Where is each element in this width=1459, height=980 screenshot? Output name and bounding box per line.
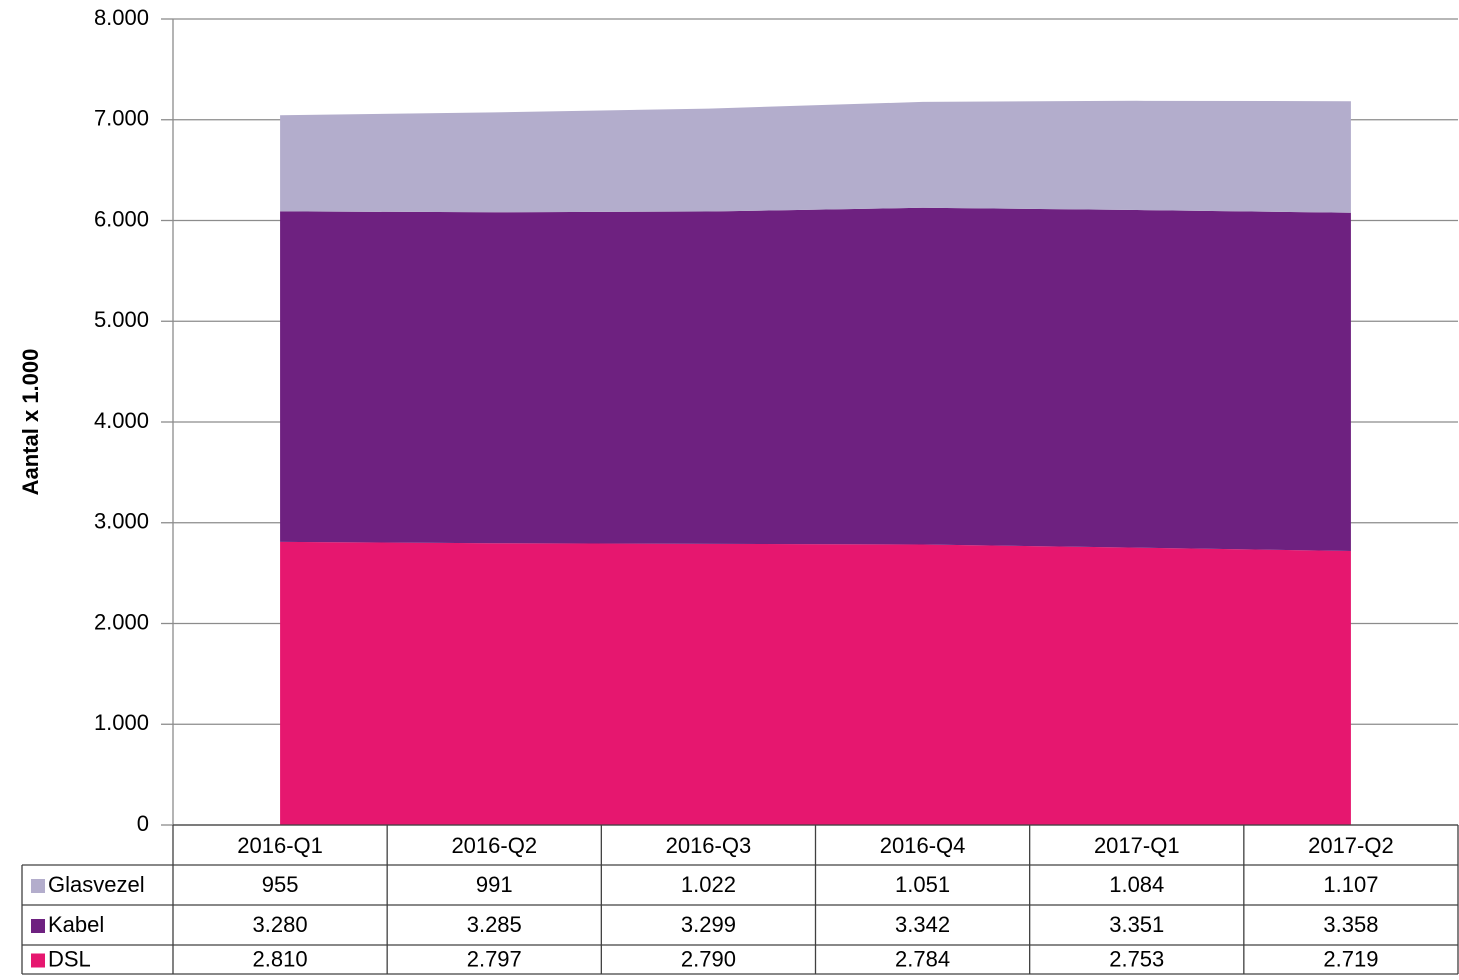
y-tick-label: 8.000 (94, 5, 149, 30)
table-value: 2.719 (1323, 946, 1378, 971)
area (280, 100, 1351, 213)
area (280, 207, 1351, 552)
x-tick-label: 2017-Q2 (1308, 833, 1394, 858)
x-tick-label: 2017-Q1 (1094, 833, 1180, 858)
x-tick-label: 2016-Q1 (237, 833, 323, 858)
y-tick-label: 7.000 (94, 106, 149, 131)
table-value: 1.022 (681, 872, 736, 897)
x-tick-label: 2016-Q4 (880, 833, 966, 858)
legend-label: Kabel (48, 912, 104, 937)
table-value: 3.280 (253, 912, 308, 937)
table-value: 2.810 (253, 946, 308, 971)
legend-swatch (31, 953, 45, 968)
table-value: 2.753 (1109, 946, 1164, 971)
y-tick-label: 6.000 (94, 206, 149, 231)
table-value: 2.797 (467, 946, 522, 971)
table-value: 955 (262, 872, 299, 897)
legend-swatch (31, 919, 45, 933)
table-value: 3.351 (1109, 912, 1164, 937)
y-tick-label: 5.000 (94, 307, 149, 332)
legend-label: DSL (48, 946, 91, 971)
y-axis-label: Aantal x 1.000 (18, 349, 43, 496)
table-value: 3.299 (681, 912, 736, 937)
table-value: 3.285 (467, 912, 522, 937)
x-tick-label: 2016-Q3 (666, 833, 752, 858)
legend-swatch (31, 879, 45, 893)
y-tick-label: 0 (137, 811, 149, 836)
table-value: 991 (476, 872, 513, 897)
area (280, 541, 1351, 825)
table-value: 3.342 (895, 912, 950, 937)
table-value: 1.051 (895, 872, 950, 897)
table-value: 2.784 (895, 946, 950, 971)
y-tick-label: 4.000 (94, 408, 149, 433)
x-tick-label: 2016-Q2 (451, 833, 537, 858)
table-value: 3.358 (1323, 912, 1378, 937)
legend-label: Glasvezel (48, 872, 145, 897)
y-tick-label: 3.000 (94, 509, 149, 534)
table-value: 1.084 (1109, 872, 1164, 897)
y-tick-label: 2.000 (94, 609, 149, 634)
y-tick-label: 1.000 (94, 710, 149, 735)
table-value: 2.790 (681, 946, 736, 971)
table-value: 1.107 (1323, 872, 1378, 897)
